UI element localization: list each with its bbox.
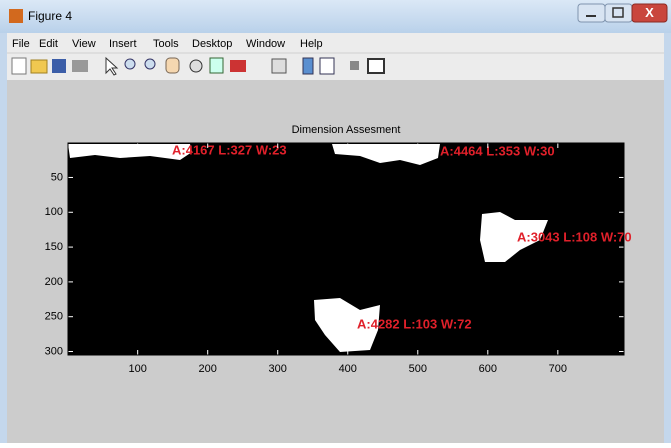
menu-item[interactable]: View bbox=[72, 38, 96, 50]
tool-link[interactable] bbox=[272, 59, 286, 73]
axes: Dimension Assesment A:4167 L:327 W:23 A:44… bbox=[45, 124, 632, 375]
x-tick-label: 700 bbox=[549, 363, 567, 375]
axes-title: Dimension Assesment bbox=[292, 124, 401, 136]
annotation: A:3043 L:108 W:70 bbox=[517, 229, 632, 244]
menu-item[interactable]: File bbox=[12, 38, 30, 50]
close-icon: X bbox=[645, 5, 654, 20]
tool-brush[interactable] bbox=[230, 60, 246, 72]
window: Figure 4 X File Edit View Insert Tools Deskto… bbox=[0, 0, 671, 443]
menu-item[interactable]: Help bbox=[300, 38, 323, 50]
annotation: A:4167 L:327 W:23 bbox=[172, 142, 287, 157]
tool-colorbar[interactable] bbox=[303, 58, 313, 74]
tool-datacursor[interactable] bbox=[210, 58, 223, 73]
tool-rotate[interactable] bbox=[190, 60, 202, 72]
y-tick-label: 50 bbox=[51, 171, 63, 183]
menu-item[interactable]: Window bbox=[246, 38, 285, 50]
menu-item[interactable]: Desktop bbox=[192, 38, 232, 50]
y-tick-label: 200 bbox=[45, 276, 63, 288]
tool-legend[interactable] bbox=[320, 58, 334, 74]
tool-print[interactable] bbox=[72, 60, 88, 72]
tool-zoom-out[interactable] bbox=[145, 59, 155, 69]
y-tick-label: 300 bbox=[45, 345, 63, 357]
window-title: Figure 4 bbox=[28, 9, 72, 23]
y-tick-label: 100 bbox=[45, 206, 63, 218]
y-tick-label: 150 bbox=[45, 241, 63, 253]
minimize-button[interactable] bbox=[578, 4, 605, 22]
app-icon bbox=[9, 9, 23, 23]
annotation: A:4282 L:103 W:72 bbox=[357, 316, 472, 331]
x-tick-label: 300 bbox=[269, 363, 287, 375]
tool-save[interactable] bbox=[52, 59, 66, 73]
menu-item[interactable]: Tools bbox=[153, 38, 179, 50]
tool-zoom-in[interactable] bbox=[125, 59, 135, 69]
tool-hide[interactable] bbox=[350, 61, 359, 70]
tool-pan[interactable] bbox=[166, 58, 179, 73]
x-tick-label: 400 bbox=[339, 363, 357, 375]
annotation: A:4464 L:353 W:30 bbox=[440, 143, 555, 158]
tool-show[interactable] bbox=[368, 59, 384, 73]
tool-open[interactable] bbox=[31, 60, 47, 73]
x-tick-label: 600 bbox=[479, 363, 497, 375]
maximize-button[interactable] bbox=[605, 4, 632, 22]
y-tick-label: 250 bbox=[45, 311, 63, 323]
x-tick-label: 200 bbox=[199, 363, 217, 375]
x-tick-label: 100 bbox=[128, 363, 146, 375]
menu-item[interactable]: Edit bbox=[39, 38, 58, 50]
title-bar bbox=[0, 0, 671, 33]
tool-new[interactable] bbox=[12, 58, 26, 74]
menu-item[interactable]: Insert bbox=[109, 38, 137, 50]
x-tick-label: 500 bbox=[409, 363, 427, 375]
